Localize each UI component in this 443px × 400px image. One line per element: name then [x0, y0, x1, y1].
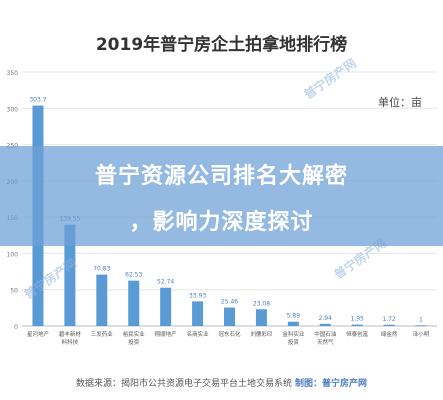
bar — [192, 301, 204, 326]
chart-title: 2019年普宁房企土拍拿地排行榜 — [95, 35, 348, 55]
y-tick-label: 350 — [7, 70, 19, 77]
x-tick-label: 金科实业 — [282, 330, 305, 338]
bar — [96, 274, 108, 326]
x-tick-label: 冠东石化 — [218, 330, 241, 338]
data-source: 数据来源：揭阳市公共资源电子交易平台土地交易系统 — [76, 379, 293, 389]
bar — [128, 280, 140, 326]
x-tick-label: 泽小明 — [413, 330, 430, 338]
x-tick-label: 翔顺地产 — [155, 330, 178, 338]
x-tick-label: 天然气 — [317, 338, 334, 346]
overlay-banner — [0, 146, 443, 246]
bar — [224, 307, 235, 326]
x-tick-label: 三发药业 — [91, 330, 114, 338]
x-tick-label: 刘儒彩印 — [250, 330, 273, 338]
x-tick-label: 碧丰新材 — [59, 330, 82, 338]
bar — [160, 287, 172, 326]
x-tick-label: 名商实业 — [187, 330, 210, 338]
data-label: 1.72 — [382, 316, 396, 323]
data-label: 62.53 — [125, 272, 142, 279]
x-tick-label: 裕民实业 — [123, 330, 146, 338]
bar — [351, 324, 363, 326]
data-label: 2.94 — [319, 315, 333, 322]
data-label: 303.7 — [29, 97, 46, 104]
bar — [64, 224, 76, 326]
y-tick-label: 300 — [7, 106, 19, 113]
x-tick-label: 星河地产 — [27, 330, 50, 338]
unit-label: 单位：亩 — [378, 96, 422, 109]
x-tick-label: 中国石油 — [314, 330, 337, 338]
x-tick-label: 绿金然 — [381, 330, 398, 338]
x-tick-label: 料科技 — [62, 338, 79, 346]
bar — [415, 325, 427, 327]
y-tick-label: 0 — [14, 324, 18, 331]
data-label: 25.46 — [221, 299, 238, 306]
x-tick-label: 投资 — [128, 338, 140, 346]
chart-maker: 制图：普宁房产网 — [294, 379, 367, 389]
data-label: 1 — [419, 316, 423, 323]
data-label: 5.89 — [287, 313, 301, 320]
x-tick-label: 恒泰创富 — [346, 330, 369, 338]
y-tick-label: 100 — [7, 251, 19, 258]
bar — [383, 324, 395, 326]
banner-subheadline: ，影响力深度探讨 — [129, 210, 314, 235]
data-label: 70.83 — [93, 266, 110, 273]
bar — [255, 309, 267, 326]
data-label: 33.93 — [189, 292, 206, 299]
y-tick-label: 50 — [10, 288, 18, 295]
bar — [287, 321, 299, 326]
data-label: 1.95 — [351, 316, 365, 323]
data-label: 23.08 — [253, 300, 270, 307]
banner-headline: 普宁资源公司排名大解密 — [94, 164, 348, 189]
chart-footer: 数据来源：揭阳市公共资源电子交易平台土地交易系统 制图：普宁房产网 — [0, 376, 443, 389]
data-label: 52.74 — [157, 279, 174, 286]
x-tick-label: 投资 — [288, 338, 300, 346]
bar — [319, 323, 331, 326]
